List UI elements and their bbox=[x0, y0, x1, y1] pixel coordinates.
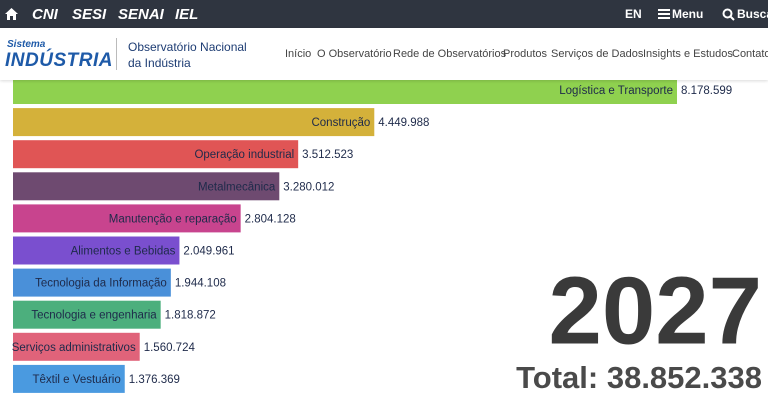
bar bbox=[13, 172, 280, 201]
bar-label: Metalmecânica bbox=[198, 181, 276, 193]
bar-label: Tecnologia e engenharia bbox=[31, 310, 157, 322]
bar-label: Serviços administrativos bbox=[12, 342, 136, 354]
bar bbox=[13, 268, 171, 297]
value-label: 1.944.108 bbox=[175, 278, 226, 290]
value-label: 2.049.961 bbox=[183, 246, 234, 258]
top-link[interactable]: CNI bbox=[32, 6, 58, 23]
top-link[interactable]: SESI bbox=[72, 6, 107, 23]
bar-label: Construção bbox=[311, 117, 370, 129]
value-label: 2.804.128 bbox=[245, 213, 296, 225]
top-bar: CNI SESI SENAI IEL EN Menu Busca bbox=[0, 0, 768, 28]
bar bbox=[13, 332, 140, 361]
top-link[interactable]: IEL bbox=[175, 6, 199, 23]
bar bbox=[13, 76, 677, 104]
total: Total: 38.852.338 bbox=[516, 360, 762, 395]
year: 2027 bbox=[548, 257, 762, 364]
nav-link[interactable]: O Observatório bbox=[317, 48, 392, 60]
logo-top[interactable]: Sistema bbox=[7, 39, 46, 50]
search[interactable]: Busca bbox=[737, 7, 768, 21]
site-name[interactable]: Observatório Nacional bbox=[128, 40, 247, 54]
bar bbox=[13, 364, 125, 393]
value-label: 3.512.523 bbox=[302, 149, 353, 161]
nav-link[interactable]: Contato bbox=[732, 48, 768, 60]
bar-label: Logística e Transporte bbox=[559, 85, 673, 97]
language[interactable]: EN bbox=[625, 7, 642, 21]
bar-label: Têxtil e Vestuário bbox=[33, 374, 121, 386]
menu-icon[interactable] bbox=[658, 9, 670, 19]
bar-label: Operação industrial bbox=[194, 149, 294, 161]
value-label: 1.818.872 bbox=[165, 310, 216, 322]
logo-main[interactable]: INDÚSTRIA bbox=[5, 50, 113, 71]
bar-label: Tecnologia da Informação bbox=[35, 278, 167, 290]
value-label: 1.560.724 bbox=[144, 342, 196, 354]
bar bbox=[13, 300, 161, 329]
nav-link[interactable]: Rede de Observatórios bbox=[393, 48, 507, 60]
nav-link[interactable]: Início bbox=[285, 48, 312, 60]
value-label: 8.178.599 bbox=[681, 85, 732, 97]
separator bbox=[116, 38, 117, 70]
bar bbox=[13, 108, 375, 137]
search-icon[interactable] bbox=[722, 8, 735, 21]
header: Sistema INDÚSTRIA Observatório Nacional … bbox=[0, 28, 768, 80]
value-label: 1.376.369 bbox=[129, 374, 180, 386]
bar bbox=[13, 140, 299, 169]
nav-link[interactable]: Serviços de Dados bbox=[551, 48, 644, 60]
value-label: 4.449.988 bbox=[378, 117, 429, 129]
top-link[interactable]: SENAI bbox=[118, 6, 164, 23]
menu[interactable]: Menu bbox=[672, 7, 704, 21]
bar bbox=[13, 236, 180, 265]
nav-link[interactable]: Insights e Estudos bbox=[643, 48, 733, 60]
bar bbox=[13, 204, 241, 233]
value-label: 3.280.012 bbox=[283, 181, 334, 193]
bar-label: Alimentos e Bebidas bbox=[71, 246, 176, 258]
home-icon[interactable] bbox=[5, 8, 18, 20]
nav-link[interactable]: Produtos bbox=[503, 48, 548, 60]
site-name[interactable]: da Indústria bbox=[128, 56, 191, 70]
bar-label: Manutenção e reparação bbox=[109, 213, 237, 225]
